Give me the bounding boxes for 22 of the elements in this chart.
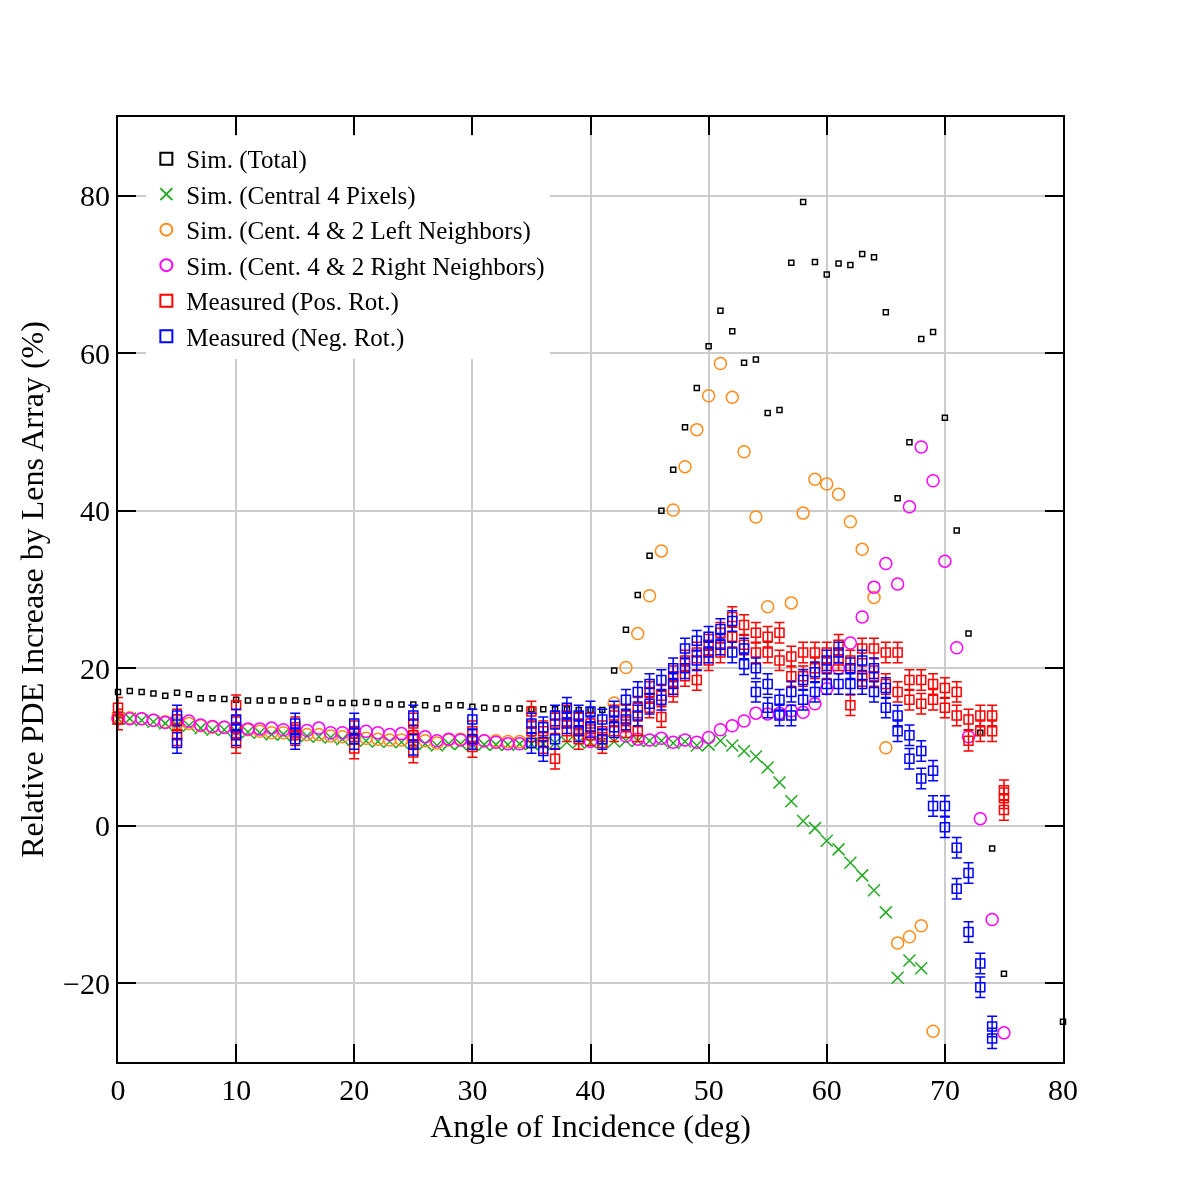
y-tick-label: −20 — [63, 966, 110, 1000]
x-tick-label: 40 — [575, 1073, 606, 1106]
y-tick-label: 60 — [80, 336, 110, 370]
x-tick-label: 10 — [221, 1073, 252, 1106]
x-tick-label: 80 — [1048, 1073, 1078, 1106]
y-tick-label: 20 — [80, 651, 110, 685]
x-tick-label: 70 — [929, 1073, 960, 1106]
legend-label: Measured (Pos. Rot.) — [186, 288, 399, 317]
y-axis-title: Relative PDE Increase by Lens Array (%) — [13, 321, 50, 858]
y-tick-label: 0 — [95, 809, 110, 843]
legend-label: Sim. (Total) — [186, 146, 307, 175]
legend-label: Measured (Neg. Rot.) — [186, 323, 405, 352]
x-tick-label: 50 — [693, 1073, 724, 1106]
y-tick-label: 40 — [80, 494, 110, 528]
x-tick-label: 60 — [811, 1073, 842, 1106]
y-tick-label: 80 — [80, 179, 110, 213]
x-axis-title: Angle of Incidence (deg) — [430, 1108, 751, 1145]
legend-label: Sim. (Cent. 4 & 2 Left Neighbors) — [186, 217, 531, 246]
x-tick-label: 20 — [339, 1073, 370, 1106]
legend-label: Sim. (Cent. 4 & 2 Right Neighbors) — [186, 252, 545, 281]
x-tick-label: 30 — [457, 1073, 488, 1106]
legend-label: Sim. (Central 4 Pixels) — [186, 181, 416, 210]
